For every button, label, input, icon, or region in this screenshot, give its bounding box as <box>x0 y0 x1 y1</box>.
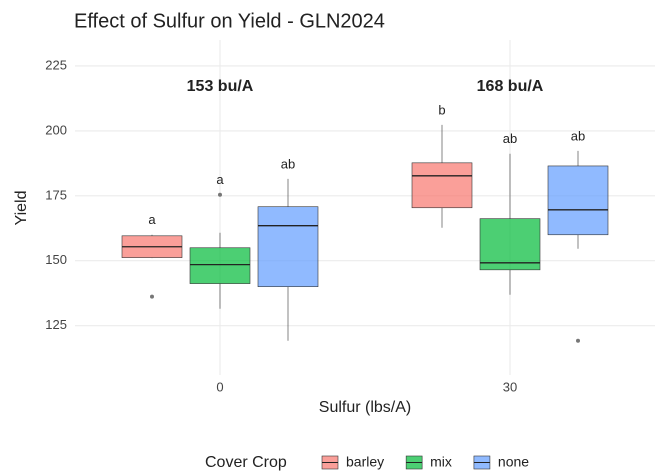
legend-label: none <box>498 454 529 470</box>
y-tick-label: 125 <box>45 317 67 332</box>
legend-title: Cover Crop <box>205 454 287 471</box>
outlier <box>218 192 222 197</box>
x-tick-label: 30 <box>503 379 517 394</box>
y-tick-label: 200 <box>45 122 67 137</box>
outlier <box>576 338 580 343</box>
x-axis-title: Sulfur (lbs/A) <box>319 399 411 416</box>
outlier <box>150 294 154 299</box>
significance-letter: ab <box>571 128 585 143</box>
significance-letter: a <box>216 172 224 187</box>
group-annotation: 153 bu/A <box>187 78 254 95</box>
significance-letter: b <box>438 102 445 117</box>
y-tick-label: 150 <box>45 252 67 267</box>
y-tick-label: 225 <box>45 57 67 72</box>
group-annotation: 168 bu/A <box>477 78 544 95</box>
box <box>189 247 251 284</box>
box <box>479 218 541 271</box>
chart-title: Effect of Sulfur on Yield - GLN2024 <box>74 10 385 32</box>
box <box>547 165 609 236</box>
legend-label: barley <box>346 454 384 470</box>
significance-letter: a <box>148 212 156 227</box>
y-axis-title: Yield <box>13 191 30 226</box>
significance-letter: ab <box>503 131 517 146</box>
box <box>411 162 473 209</box>
y-tick-label: 175 <box>45 187 67 202</box>
significance-letter: ab <box>281 156 295 171</box>
legend-label: mix <box>430 454 452 470</box>
x-tick-label: 0 <box>216 379 223 394</box>
box <box>257 206 319 288</box>
